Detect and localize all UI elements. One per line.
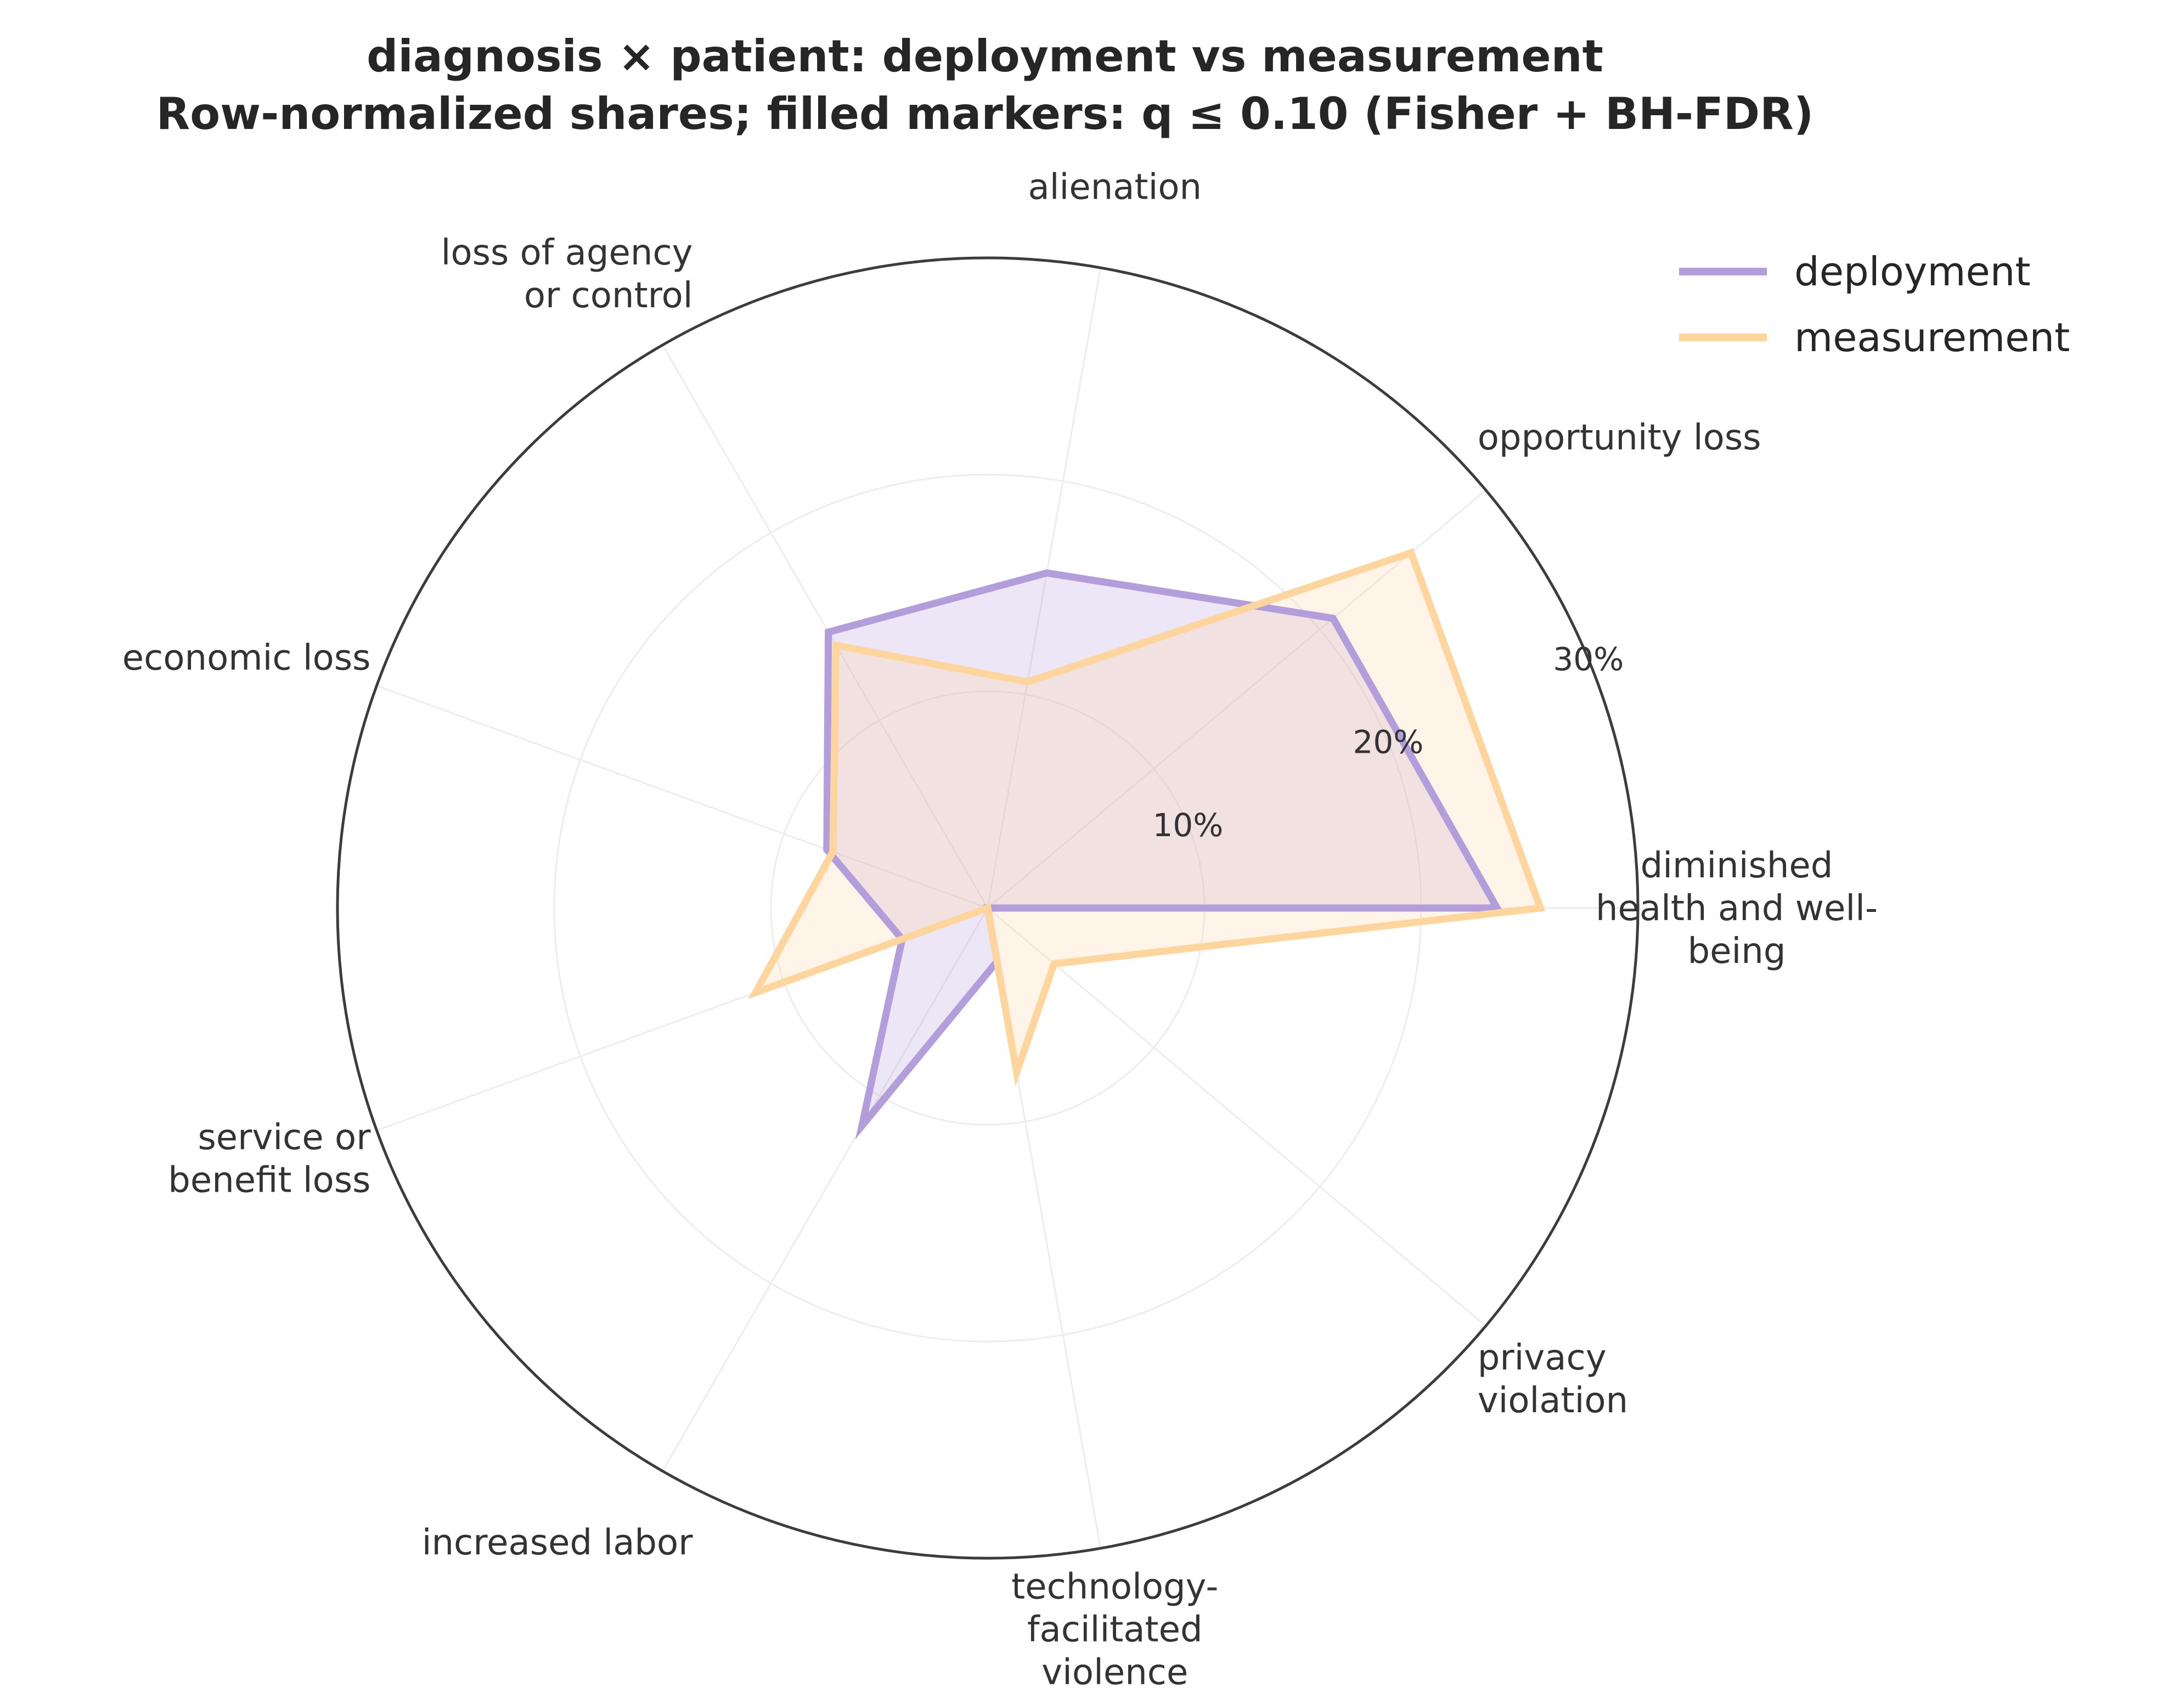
radial-spoke bbox=[987, 489, 1486, 909]
series-fill-measurement bbox=[755, 553, 1541, 1073]
data-point-deployment bbox=[1496, 907, 1497, 909]
data-point-deployment bbox=[826, 849, 827, 850]
category-label: alienation bbox=[1028, 167, 1202, 207]
data-point-deployment bbox=[861, 1125, 863, 1126]
category-label: increased labor bbox=[422, 1523, 694, 1563]
radial-tick-label: 20% bbox=[1353, 724, 1423, 761]
category-label: or control bbox=[524, 275, 693, 316]
data-point-measurement bbox=[1054, 963, 1055, 965]
category-label: violence bbox=[1041, 1653, 1188, 1693]
category-label: privacy bbox=[1478, 1338, 1607, 1378]
category-label: service or bbox=[198, 1118, 371, 1158]
legend-label-deployment: deployment bbox=[1794, 249, 2031, 295]
category-label: benefit loss bbox=[168, 1160, 370, 1201]
radial-spoke bbox=[987, 267, 1102, 909]
category-label: diminished bbox=[1641, 845, 1833, 886]
radial-spoke bbox=[662, 345, 989, 909]
category-label: opportunity loss bbox=[1478, 418, 1761, 458]
radial-spoke bbox=[376, 685, 988, 909]
data-point-measurement bbox=[832, 851, 833, 852]
category-label: technology- bbox=[1011, 1567, 1218, 1608]
category-label: loss of agency bbox=[441, 233, 693, 273]
series-line-measurement bbox=[747, 548, 1546, 1087]
category-label: health and well- bbox=[1596, 888, 1878, 929]
data-point-deployment bbox=[1332, 618, 1333, 619]
outer-frame bbox=[336, 256, 1640, 1560]
category-label: facilitated bbox=[1027, 1610, 1203, 1650]
chart-title-line-1: diagnosis × patient: deployment vs measu… bbox=[367, 31, 1603, 82]
data-point-measurement bbox=[755, 992, 756, 993]
radial-tick-label: 10% bbox=[1152, 807, 1223, 844]
data-point-deployment bbox=[828, 632, 829, 633]
category-label: economic loss bbox=[122, 638, 371, 678]
chart-title-line-2: Row-normalized shares; filled markers: q… bbox=[156, 88, 1814, 139]
category-label: violation bbox=[1478, 1380, 1628, 1421]
data-point-measurement bbox=[1411, 553, 1412, 554]
radial-tick-label: 30% bbox=[1553, 641, 1624, 678]
data-point-measurement bbox=[1540, 907, 1541, 909]
data-point-measurement bbox=[987, 907, 988, 909]
series-fill-deployment bbox=[826, 573, 1497, 1126]
data-point-measurement bbox=[836, 645, 837, 646]
data-point-deployment bbox=[1046, 572, 1047, 573]
radial-spoke bbox=[987, 907, 1486, 1327]
legend-label-measurement: measurement bbox=[1794, 314, 2070, 360]
category-label: being bbox=[1688, 931, 1786, 972]
radial-spoke bbox=[662, 907, 989, 1472]
data-point-measurement bbox=[1016, 1072, 1017, 1073]
data-point-measurement bbox=[1027, 681, 1028, 683]
